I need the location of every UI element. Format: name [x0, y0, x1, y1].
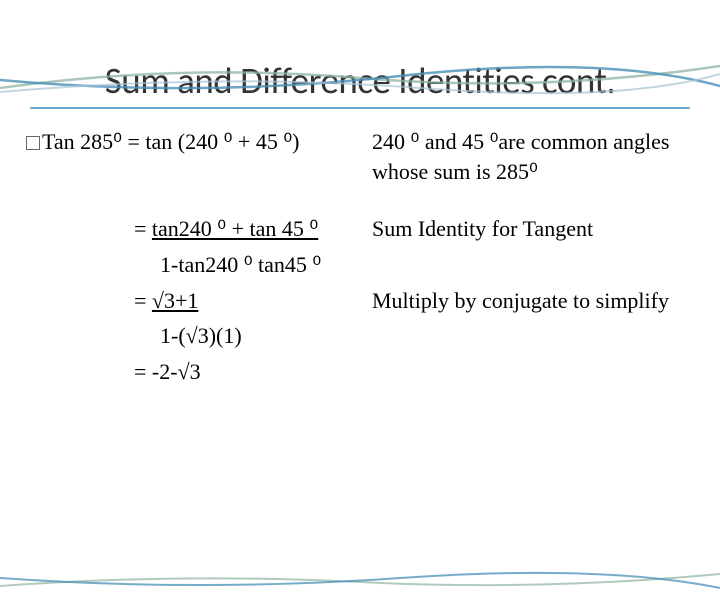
equation-line-4: = √3+1 [26, 286, 366, 316]
explanation-1: 240 ⁰ and 45 ⁰are common angles whose su… [366, 127, 690, 186]
title-underline [30, 107, 690, 109]
slide-body: Tan 285⁰ = tan (240 ⁰ + 45 ⁰) 240 ⁰ and … [0, 127, 720, 387]
equation-line-3-denominator: 1-tan240 ⁰ tan45 ⁰ [26, 250, 366, 280]
bullet-icon [26, 136, 40, 150]
equation-line-6-result: = -2-√3 [26, 357, 366, 387]
explanation-3: Multiply by conjugate to simplify [366, 286, 690, 316]
bottom-swoosh-decoration [0, 568, 720, 598]
equation-line-1: Tan 285⁰ = tan (240 ⁰ + 45 ⁰) [26, 127, 366, 157]
eq4-numerator: √3+1 [152, 288, 198, 313]
eq2-prefix: = [134, 216, 152, 241]
slide-title: Sum and Difference Identities cont. [0, 58, 720, 103]
eq4-prefix: = [134, 288, 152, 313]
eq1-text: Tan 285⁰ = tan (240 ⁰ + 45 ⁰) [42, 129, 299, 154]
eq2-numerator: tan240 ⁰ + tan 45 ⁰ [152, 216, 318, 241]
explanation-2: Sum Identity for Tangent [366, 214, 690, 244]
equation-line-5-denominator: 1-(√3)(1) [26, 321, 366, 351]
equation-line-2: = tan240 ⁰ + tan 45 ⁰ [26, 214, 366, 244]
